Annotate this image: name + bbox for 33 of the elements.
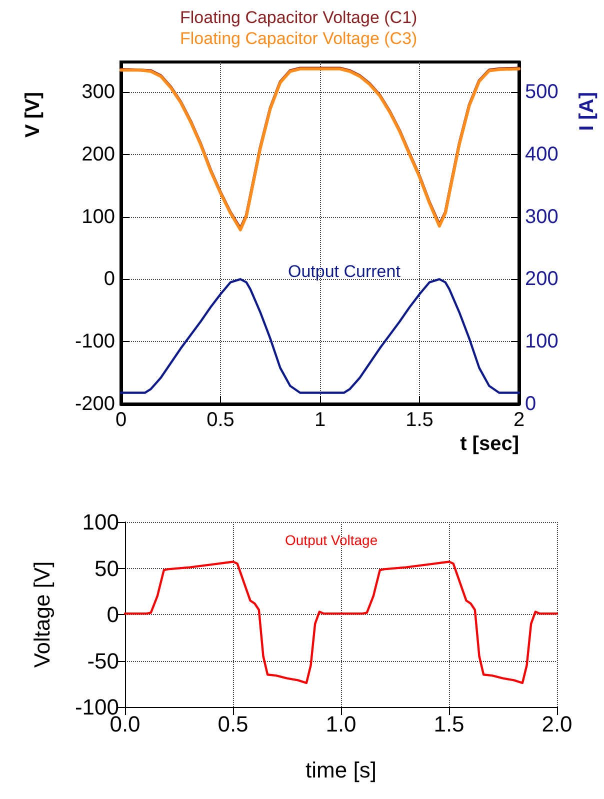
- text: Floating Capacitor Voltage (C1): [180, 8, 418, 27]
- y2-tick-label: 200: [525, 268, 558, 290]
- x-tick-label: 1: [314, 409, 326, 431]
- y-tick-label: 0: [104, 268, 115, 290]
- x-tick-label: 1.5: [434, 712, 464, 736]
- series-label: Floating Capacitor Voltage (C3): [180, 29, 418, 48]
- series-label: Output Current: [288, 262, 401, 281]
- x-axis-title: time [s]: [306, 758, 376, 782]
- x-tick-label: 0.5: [218, 712, 248, 736]
- y-tick-label: 50: [94, 556, 119, 581]
- x-tick-label: 2.0: [542, 712, 572, 736]
- y-tick-label: 200: [82, 143, 115, 166]
- y-tick-label: -50: [87, 648, 119, 674]
- x-tick-label: 2: [513, 409, 525, 431]
- y-axis-title: Voltage [V]: [30, 561, 54, 668]
- x-tick-label: 1.5: [406, 409, 434, 431]
- y2-tick-label: 400: [525, 143, 558, 166]
- y-tick-label: -200: [74, 393, 115, 415]
- y2-tick-label: 300: [525, 206, 558, 228]
- y2-tick-label: 0: [525, 393, 536, 415]
- series-label: Output Voltage: [285, 532, 378, 548]
- y2-tick-label: 100: [525, 330, 558, 353]
- y2-tick-label: 500: [525, 80, 558, 103]
- x-axis-title: t [sec]: [460, 433, 519, 455]
- y2-axis-title: I [A]: [576, 92, 598, 131]
- y-tick-label: -100: [74, 330, 115, 353]
- y-tick-label: 0: [106, 602, 119, 627]
- x-tick-label: 0.5: [206, 409, 234, 431]
- y-tick-label: 100: [82, 206, 115, 228]
- y-tick-label: 300: [82, 80, 115, 103]
- y-axis-title: V [V]: [22, 92, 44, 138]
- x-tick-label: 1.0: [326, 712, 356, 736]
- y-tick-label: 100: [82, 510, 119, 534]
